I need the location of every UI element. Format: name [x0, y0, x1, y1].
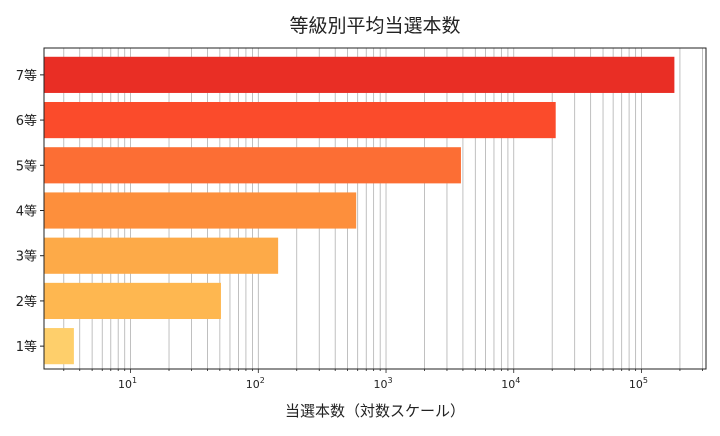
bar-1等 — [44, 328, 74, 365]
y-tick-label: 5等 — [16, 158, 37, 174]
bars — [44, 56, 675, 365]
y-tick-label: 2等 — [16, 294, 37, 310]
bar-3等 — [44, 237, 279, 274]
y-tick-label: 7等 — [16, 68, 37, 84]
x-axis-label: 当選本数（対数スケール） — [285, 402, 465, 420]
y-axis-ticks: 1等 2等 3等 4等 5等 6等 7等 — [16, 68, 44, 355]
x-tick-label: 101 — [118, 376, 137, 391]
bar-7等 — [44, 56, 675, 93]
bar-2等 — [44, 282, 221, 320]
y-tick-label: 3等 — [16, 249, 37, 265]
chart-title: 等級別平均当選本数 — [289, 15, 460, 37]
y-tick-label: 1等 — [16, 339, 37, 355]
bar-4等 — [44, 192, 357, 229]
x-tick-label: 103 — [373, 376, 392, 391]
x-axis-ticks: 101 102 103 104 105 — [118, 376, 648, 391]
bar-6等 — [44, 101, 556, 139]
y-tick-label: 4等 — [16, 204, 37, 220]
y-tick-label: 6等 — [16, 113, 37, 129]
x-tick-label: 104 — [501, 376, 520, 391]
plot-frame — [43, 47, 707, 370]
x-tick-label: 102 — [246, 376, 265, 391]
bar-5等 — [44, 147, 461, 184]
x-tick-label: 105 — [629, 376, 648, 391]
